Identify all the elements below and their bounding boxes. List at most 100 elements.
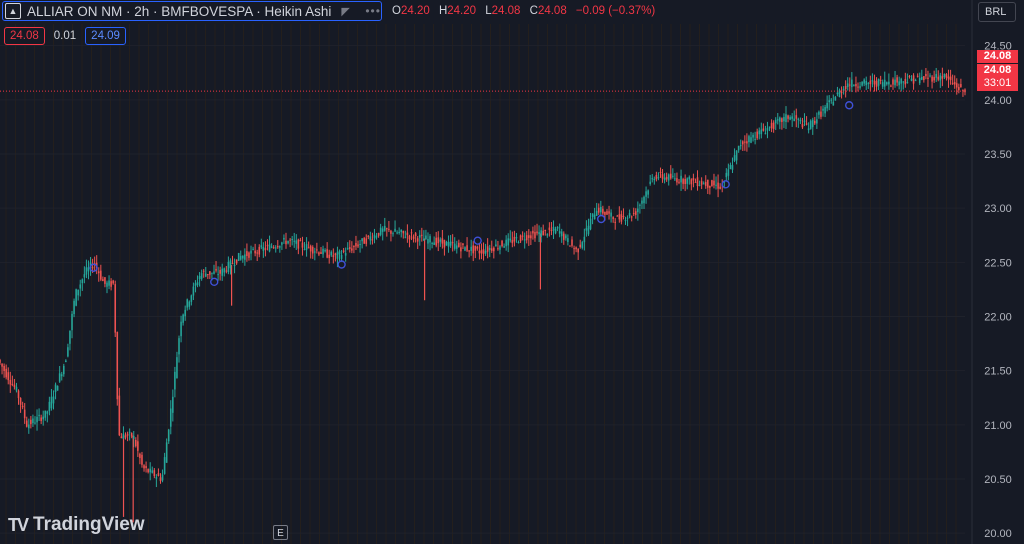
candle-body xyxy=(900,78,903,84)
candle-body xyxy=(375,236,378,238)
candle-body xyxy=(503,246,505,248)
candle-body xyxy=(213,271,215,274)
chevron-up-icon[interactable]: ▲ xyxy=(5,3,21,19)
candle-body xyxy=(865,80,868,86)
candle-body xyxy=(536,231,538,234)
candle-body xyxy=(235,259,238,264)
candle-body xyxy=(828,100,831,103)
candle-body xyxy=(42,416,45,420)
candle-body xyxy=(665,176,668,180)
candle-body xyxy=(169,408,172,427)
price-axis: 20.00 20.50 21.00 21.50 22.00 22.50 23.00 23.50… xyxy=(971,0,1012,544)
candle-body xyxy=(517,242,520,244)
candle-body xyxy=(116,332,119,400)
candle-body xyxy=(248,252,250,258)
candle-body xyxy=(641,200,643,204)
candle-body xyxy=(733,155,736,161)
candle-body xyxy=(155,477,158,479)
candle-body xyxy=(585,228,588,231)
candle-body xyxy=(929,75,931,77)
candle-body xyxy=(15,386,18,391)
candle-body xyxy=(914,80,917,82)
candle-body xyxy=(774,119,777,124)
candle-body xyxy=(239,255,242,260)
candle-body xyxy=(877,78,880,86)
candle-body xyxy=(106,282,108,287)
candle-body xyxy=(591,213,594,217)
candle-body xyxy=(519,235,522,242)
candle-body xyxy=(643,196,645,204)
candle-body xyxy=(147,469,149,473)
candle-body xyxy=(521,235,524,237)
candle-body xyxy=(690,179,693,185)
candle-body xyxy=(505,239,507,247)
chart-wicks xyxy=(0,67,966,523)
candle-body xyxy=(17,390,20,399)
candle-body xyxy=(826,102,828,109)
candle-body xyxy=(283,237,285,240)
candle-body xyxy=(293,240,296,242)
more-icon[interactable]: ••• xyxy=(365,4,381,18)
candle-body xyxy=(890,85,892,87)
candle-body xyxy=(620,214,623,222)
candle-body xyxy=(923,76,925,81)
candle-body xyxy=(672,175,674,177)
candle-body xyxy=(332,255,335,257)
candle-body xyxy=(610,212,612,217)
candle-body xyxy=(844,86,847,89)
candle-body xyxy=(480,250,483,254)
candle-body xyxy=(863,79,865,84)
candle-body xyxy=(538,232,540,235)
candle-body xyxy=(565,235,567,239)
candle-body xyxy=(871,80,874,82)
candle-body xyxy=(943,73,946,78)
candle-body xyxy=(686,178,689,184)
candle-body xyxy=(488,248,491,250)
candle-body xyxy=(100,270,102,280)
candle-body xyxy=(805,123,808,125)
candle-body xyxy=(122,433,125,439)
currency-button[interactable]: BRL xyxy=(978,2,1016,22)
candle-body xyxy=(495,244,497,247)
candle-body xyxy=(781,118,783,123)
candle-body xyxy=(949,76,952,81)
candle-body xyxy=(48,401,51,412)
flag-icon[interactable]: ◤ xyxy=(341,6,350,18)
candle-body xyxy=(287,241,289,244)
candle-body xyxy=(727,169,730,176)
candle-body xyxy=(172,396,174,413)
events-button[interactable]: E xyxy=(273,525,288,540)
candle-body xyxy=(558,231,561,234)
candle-body xyxy=(530,235,532,239)
candle-body xyxy=(439,239,442,242)
symbol-legend[interactable]: ▲ ALLIAR ON NM · 2h · BMFBOVESPA · Heiki… xyxy=(2,1,382,21)
candle-body xyxy=(373,234,376,239)
candle-body xyxy=(423,238,425,241)
candle-body xyxy=(902,81,905,83)
candle-body xyxy=(692,177,695,181)
candle-body xyxy=(408,235,411,240)
candle-body xyxy=(180,321,182,337)
candle-body xyxy=(367,235,370,237)
candle-body xyxy=(511,240,514,244)
event-marker xyxy=(89,263,98,272)
candle-body xyxy=(309,245,312,252)
tradingview-logo[interactable]: TV TradingView xyxy=(8,514,145,536)
candle-body xyxy=(194,283,197,286)
candle-body xyxy=(198,276,201,280)
bid-button[interactable]: 24.08 xyxy=(4,27,45,45)
candle-body xyxy=(451,242,454,244)
candle-body xyxy=(746,141,748,144)
candle-body xyxy=(750,137,752,143)
candle-body xyxy=(431,243,433,245)
symbol-title[interactable]: ALLIAR ON NM · 2h · BMFBOVESPA · Heikin … xyxy=(27,3,332,19)
candle-body xyxy=(464,247,466,251)
candle-body xyxy=(132,436,135,439)
candle-body xyxy=(252,248,254,250)
candle-body xyxy=(941,76,944,79)
candle-body xyxy=(77,289,79,296)
ask-button[interactable]: 24.09 xyxy=(85,27,126,45)
price-tick-label: 23.50 xyxy=(984,149,1012,161)
candle-body xyxy=(735,150,738,161)
